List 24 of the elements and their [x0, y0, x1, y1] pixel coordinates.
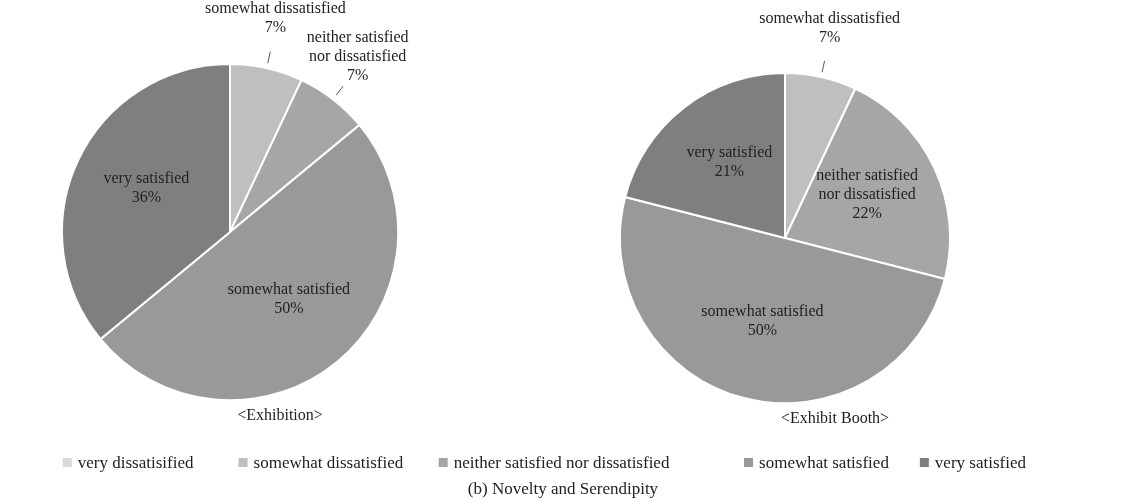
slice-label: somewhat dissatisfied [205, 0, 346, 17]
data-label: 50% [274, 298, 304, 316]
data-label: 36% [131, 188, 162, 206]
slice-label: very satisfied [103, 169, 190, 188]
slice-label: somewhat satisfied [701, 302, 824, 320]
data-label: 50% [747, 321, 778, 339]
data-label: 7% [347, 66, 369, 84]
slice-label: somewhat satisfied [227, 279, 350, 297]
data-label: 7% [818, 27, 841, 45]
legend-label: very dissatisified [77, 453, 194, 472]
data-label: 7% [264, 18, 287, 36]
data-label: 22% [852, 204, 882, 222]
legend-label: very satisfied [934, 453, 1027, 472]
legend-label: neither satisfied nor dissatisfied [453, 453, 670, 472]
text: <Exhibit Booth> [780, 409, 890, 426]
slice-label: somewhat dissatisfied [759, 8, 901, 26]
legend-label: somewhat satisfied [759, 453, 890, 472]
slice-label: very satisfied [686, 142, 773, 161]
slice-label: neither satisfied nor dissatisfied [306, 28, 409, 65]
text: <Exhibition> [237, 406, 323, 423]
slice-label: neither satisfied nor dissatisfied [816, 166, 918, 203]
data-label: 21% [714, 161, 745, 179]
text: (b) Novelty and Serendipity [467, 479, 659, 498]
legend-label: somewhat dissatisfied [253, 453, 404, 472]
